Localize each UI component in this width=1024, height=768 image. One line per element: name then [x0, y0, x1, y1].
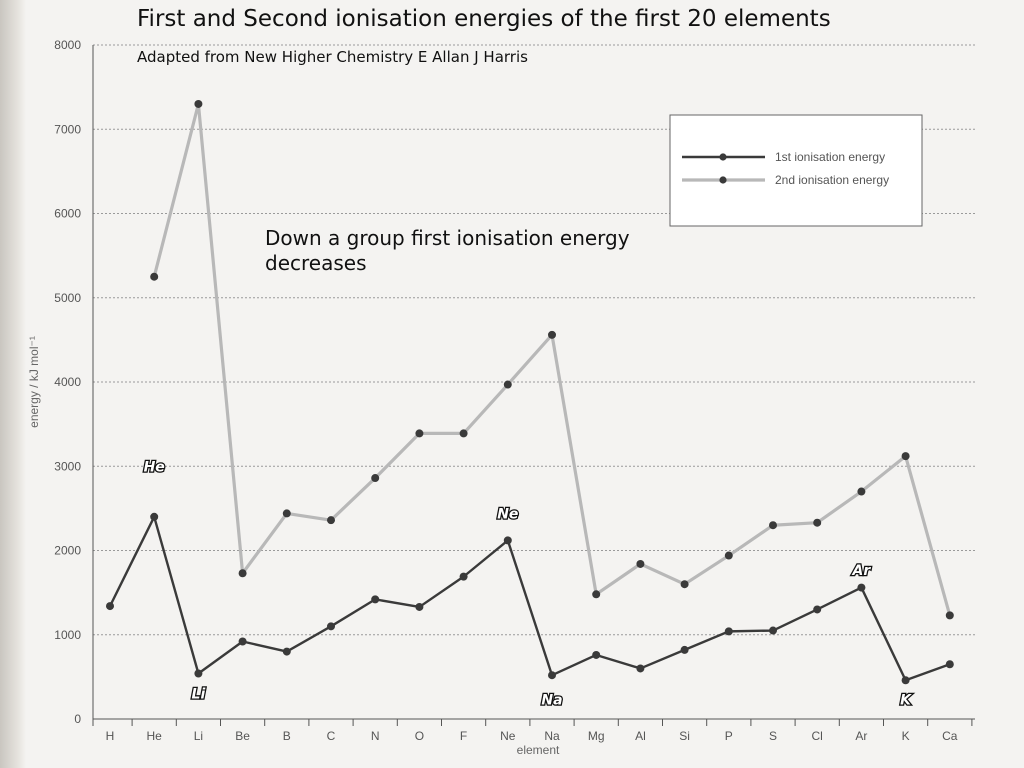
x-tick-label: P [725, 729, 733, 743]
data-point-1st [371, 595, 380, 604]
x-tick-label: Cl [812, 729, 823, 743]
data-point-2nd [945, 611, 954, 620]
data-point-1st [106, 602, 114, 611]
data-point-1st [238, 637, 247, 646]
data-point-1st [813, 605, 822, 614]
y-tick-label: 8000 [54, 38, 81, 52]
y-tick-label: 6000 [54, 207, 81, 221]
data-point-2nd [548, 330, 556, 339]
x-tick-label: Ar [855, 729, 867, 743]
data-point-2nd [327, 516, 335, 525]
data-point-2nd [901, 452, 910, 461]
callout-label: Li [192, 687, 206, 703]
data-point-1st [592, 650, 601, 659]
y-tick-label: 1000 [54, 628, 81, 642]
callout-label: Ar [852, 563, 872, 579]
data-point-1st [901, 676, 910, 685]
data-point-2nd [150, 272, 159, 281]
data-point-2nd [415, 429, 424, 438]
x-tick-label: Al [635, 729, 646, 743]
data-point-2nd [813, 518, 822, 527]
chart-title: First and Second ionisation energies of … [137, 6, 831, 32]
data-point-2nd [503, 380, 512, 389]
x-axis-ticks: H He Li Be B C N O F Ne Na Mg Al Si P S Cl Ar K Ca [92, 719, 973, 743]
x-tick-label: O [415, 729, 424, 743]
x-tick-label: S [769, 729, 777, 743]
x-axis-title: element [517, 743, 560, 757]
data-point-2nd [636, 559, 645, 568]
data-point-2nd [282, 509, 291, 518]
x-tick-label: N [371, 729, 380, 743]
callout-label: He [144, 459, 165, 475]
x-tick-label: C [327, 729, 336, 743]
chart-subtitle: Adapted from New Higher Chemistry E Alla… [137, 48, 528, 66]
legend-label-1st: 1st ionisation energy [775, 150, 885, 164]
book-spine-shadow [0, 0, 26, 768]
trend-annotation: Down a group first ionisation energy dec… [265, 226, 630, 275]
data-point-2nd [592, 590, 601, 599]
data-point-2nd [238, 569, 247, 578]
data-point-1st [857, 583, 866, 592]
y-tick-label: 2000 [54, 544, 81, 558]
gridlines [93, 44, 975, 636]
data-point-1st [415, 602, 424, 611]
x-tick-label: F [460, 729, 467, 743]
y-axis-title: energy / kJ mol⁻¹ [27, 336, 41, 428]
x-tick-label: Si [679, 729, 690, 743]
data-point-1st [945, 660, 954, 669]
data-point-2nd [194, 99, 203, 108]
legend-label-2nd: 2nd ionisation energy [775, 173, 889, 187]
data-point-1st [459, 572, 468, 581]
x-tick-label: Be [235, 729, 250, 743]
data-point-2nd [724, 551, 733, 560]
data-point-1st [636, 664, 645, 673]
data-point-2nd [769, 521, 777, 530]
callout-label: K [900, 693, 912, 709]
data-point-2nd [371, 474, 380, 483]
callout-label: Ne [497, 506, 518, 522]
legend-marker-2nd [719, 176, 727, 184]
data-point-1st [327, 622, 335, 631]
y-tick-label: 7000 [54, 122, 81, 136]
data-point-1st [282, 647, 291, 656]
data-point-1st [503, 536, 512, 545]
data-point-2nd [857, 487, 866, 496]
legend-box [669, 114, 923, 227]
y-tick-label: 5000 [54, 291, 81, 305]
legend: 1st ionisation energy 2nd ionisation ene… [669, 114, 923, 227]
y-tick-label: 0 [74, 712, 81, 726]
x-tick-label: B [283, 729, 291, 743]
data-point-2nd [459, 429, 468, 438]
x-tick-label: K [902, 729, 910, 743]
callout-label: Na [541, 693, 562, 709]
series-layer [106, 99, 954, 685]
x-tick-label: H [106, 729, 115, 743]
data-point-1st [548, 671, 556, 680]
y-axis-ticks: 0 1000 2000 3000 4000 5000 6000 7000 8000 [54, 38, 81, 726]
x-tick-label: Li [194, 729, 203, 743]
x-tick-label: Na [544, 729, 560, 743]
data-point-2nd [680, 580, 689, 589]
data-point-1st [680, 645, 689, 654]
series-line-1st [108, 515, 951, 682]
data-point-1st [150, 512, 159, 521]
y-tick-label: 3000 [54, 459, 81, 473]
data-point-1st [769, 626, 777, 635]
data-point-1st [724, 627, 733, 636]
element-callouts: He Li Ne Na Ar K [142, 458, 913, 710]
legend-marker-1st [719, 153, 727, 161]
y-tick-label: 4000 [54, 375, 81, 389]
data-point-1st [194, 669, 203, 678]
x-tick-label: Ca [942, 729, 958, 743]
x-tick-label: He [147, 729, 163, 743]
x-tick-label: Ne [500, 729, 516, 743]
x-tick-label: Mg [588, 729, 605, 743]
